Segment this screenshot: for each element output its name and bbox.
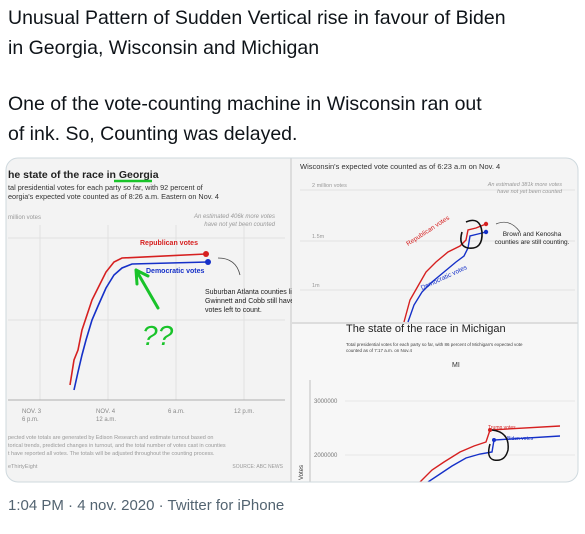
dot <box>488 428 492 432</box>
annotation: counties are still counting. <box>495 239 570 246</box>
dot <box>203 251 209 257</box>
scribble <box>487 429 509 462</box>
note: have not yet been counted <box>497 189 563 195</box>
note: An estimated 381k more votes <box>487 182 563 188</box>
annotation: Gwinnett and Cobb still have <box>205 298 294 305</box>
x-label: 12 a.m. <box>96 417 116 423</box>
annotation: Brown and Kenosha <box>503 231 562 238</box>
axis-label: million votes <box>8 215 41 221</box>
y-label: 1.5m <box>312 234 325 240</box>
question: ?? <box>142 320 174 351</box>
x-label: NOV. 3 <box>22 409 42 415</box>
title: The state of the race in Michigan <box>346 323 506 335</box>
subtitle: Total presidential votes for each party … <box>346 342 523 347</box>
image-border <box>5 157 579 483</box>
annotation: Suburban Atlanta counties like <box>205 289 299 296</box>
tweet-footer: 1:04 PM · 4 nov. 2020 · Twitter for iPho… <box>8 497 285 514</box>
tweet-line: of ink. So, Counting was delayed. <box>8 123 298 145</box>
y-label: 2 million votes <box>312 183 347 189</box>
gridlines <box>8 225 285 400</box>
republican-line <box>403 223 487 323</box>
axis-label: Votes <box>299 465 305 480</box>
dot <box>205 259 211 265</box>
panel <box>292 158 578 322</box>
title: he state of the race in Georgia <box>8 169 159 181</box>
x-label: 6 a.m. <box>168 409 185 415</box>
democratic-line <box>407 231 487 323</box>
leader <box>495 221 521 233</box>
tweet-line: Unusual Pattern of Sudden Vertical rise … <box>8 7 506 29</box>
tweet-image[interactable]: he state of the race in Georgia tal pres… <box>0 0 585 490</box>
y-label: 2000000 <box>314 453 338 459</box>
trump-line <box>419 425 561 482</box>
series-label: Biden votes <box>507 436 534 442</box>
republican-line <box>69 253 207 386</box>
note: have not yet been counted <box>204 222 275 228</box>
subtitle: eorgia's expected vote counted as of 8:2… <box>8 192 219 201</box>
x-label: 12 p.m. <box>234 409 254 415</box>
series-label: Trump votes <box>488 425 516 431</box>
panel <box>292 324 578 482</box>
series-label: Democratic votes <box>146 268 204 275</box>
x-label: NOV. 4 <box>96 409 116 415</box>
biden-line <box>427 435 561 482</box>
tweet-line: in Georgia, Wisconsin and Michigan <box>8 37 320 59</box>
y-label: 1m <box>312 283 320 289</box>
credit: eThirtyEight <box>8 464 38 470</box>
footnote: pected vote totals are generated by Edis… <box>8 435 213 441</box>
scribble <box>460 219 483 249</box>
footnote: t have reported all votes. The totals wi… <box>8 451 215 457</box>
series-label: Republican votes <box>140 240 198 247</box>
tweet-line: One of the vote-counting machine in Wisc… <box>8 93 482 115</box>
democratic-line <box>73 261 209 391</box>
subtitle: counted as of 7:17 a.m. on Nov.4 <box>346 348 412 353</box>
x-label: 6 p.m. <box>22 417 39 423</box>
source: SOURCE: ABC NEWS <box>232 464 283 470</box>
subtitle: tal presidential votes for each party so… <box>8 183 204 192</box>
annotation: votes left to count. <box>205 307 262 314</box>
note: An estimated 406k more votes <box>193 214 275 220</box>
y-label: 3000000 <box>314 399 338 405</box>
dot <box>483 221 489 227</box>
state: MI <box>452 362 460 369</box>
title: Wisconsin's expected vote counted as of … <box>300 162 500 171</box>
footnote: torical trends, predicted changes in tur… <box>8 443 226 449</box>
arrow <box>134 268 160 310</box>
dot <box>492 438 496 442</box>
leader <box>217 257 241 276</box>
dot <box>483 229 489 235</box>
